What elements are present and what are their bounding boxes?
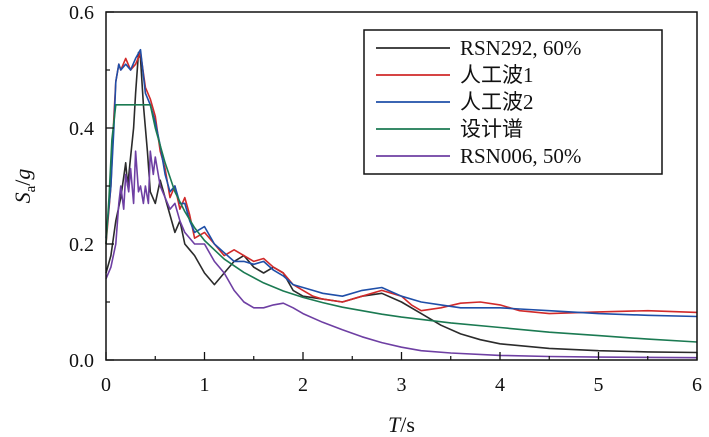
x-tick-label: 2 bbox=[298, 374, 308, 396]
y-title-subscript: a bbox=[23, 185, 39, 192]
series-line-4 bbox=[105, 104, 698, 343]
series-line-1 bbox=[105, 51, 698, 354]
x-tick-label: 0 bbox=[101, 374, 111, 396]
legend-label: RSN006, 50% bbox=[460, 144, 581, 168]
y-tick-label: 0.0 bbox=[69, 350, 94, 372]
y-title-slash: / bbox=[10, 179, 35, 186]
x-tick-label: 6 bbox=[692, 374, 702, 396]
x-axis-title: T/s bbox=[388, 412, 415, 437]
series-layer bbox=[105, 48, 698, 359]
y-tick-label: 0.6 bbox=[69, 2, 94, 24]
legend-items: RSN292, 60% 人工波1 人工波2 设计谱 RSN006, 50% bbox=[376, 36, 581, 168]
legend-label: 设计谱 bbox=[460, 117, 523, 141]
x-title-symbol: T bbox=[388, 412, 402, 437]
y-axis-title: Sa/g bbox=[10, 169, 39, 204]
x-tick-label: 5 bbox=[594, 374, 604, 396]
x-tick-label: 3 bbox=[397, 374, 407, 396]
series-line-5 bbox=[105, 150, 698, 359]
legend-box bbox=[363, 29, 663, 175]
legend-label: RSN292, 60% bbox=[460, 36, 581, 60]
series-line-2 bbox=[105, 51, 698, 315]
y-tick-label: 0.4 bbox=[69, 118, 94, 140]
series-line-3 bbox=[105, 48, 698, 318]
legend: RSN292, 60% 人工波1 人工波2 设计谱 RSN006, 50% bbox=[363, 29, 663, 175]
y-title-denominator: g bbox=[10, 169, 35, 180]
x-title-unit: /s bbox=[400, 412, 415, 437]
y-tick-label: 0.2 bbox=[69, 234, 94, 256]
y-title-symbol: S bbox=[10, 192, 35, 203]
legend-label: 人工波1 bbox=[460, 63, 534, 87]
x-tick-label: 4 bbox=[495, 374, 505, 396]
x-tick-label: 1 bbox=[200, 374, 210, 396]
legend-label: 人工波2 bbox=[460, 90, 534, 114]
axis-ticks: 0 1 2 3 4 5 6 0.0 0.2 0.4 0.6 bbox=[69, 2, 702, 396]
